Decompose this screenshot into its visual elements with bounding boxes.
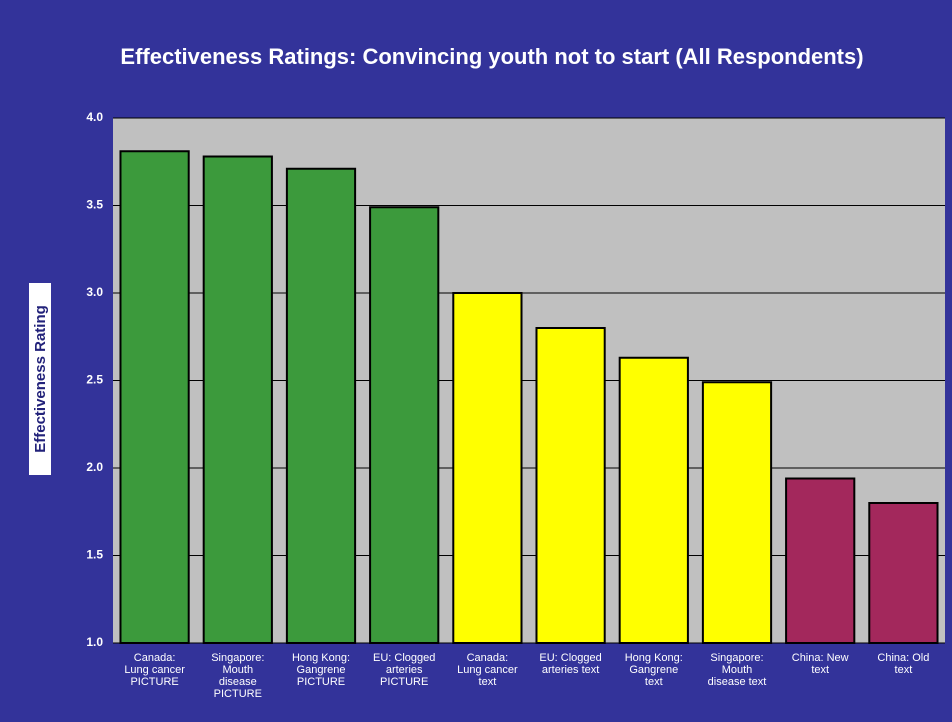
bar (618, 356, 689, 644)
bar (202, 155, 273, 644)
y-tick-label: 1.0 (86, 635, 103, 649)
x-tick-label: Hong Kong: Gangrene text (624, 652, 683, 688)
x-tick-label: China: Old text (877, 652, 930, 676)
x-tick-label: EU: Clogged arteries PICTURE (373, 652, 436, 688)
y-label-box (29, 283, 51, 475)
bar (369, 206, 440, 644)
x-tick-label: Singapore: Mouth disease PICTURE (211, 652, 265, 700)
chart-title: Effectiveness Ratings: Convincing youth … (120, 44, 863, 69)
bar (285, 167, 357, 644)
x-tick-label: EU: Clogged arteries text (539, 652, 602, 676)
x-tick-label: China: New text (791, 652, 849, 676)
x-tick-label: Hong Kong: Gangrene PICTURE (291, 652, 351, 688)
bar (452, 292, 523, 644)
bar (785, 477, 856, 644)
bar (535, 327, 606, 644)
bar (701, 381, 773, 644)
y-tick-label: 3.5 (86, 198, 103, 212)
y-tick-label: 2.0 (86, 460, 103, 474)
y-tick-label: 3.0 (86, 285, 103, 299)
y-tick-label: 4.0 (86, 110, 103, 124)
y-axis-label: Effectiveness Rating (32, 305, 49, 453)
bar (868, 502, 939, 644)
bar (119, 150, 190, 644)
x-tick-label: Canada: Lung cancer text (457, 652, 518, 688)
y-tick-label: 1.5 (86, 548, 103, 562)
x-tick-label: Canada: Lung cancer PICTURE (124, 652, 185, 688)
x-tick-label: Singapore: Mouth disease text (707, 652, 767, 688)
y-tick-label: 2.5 (86, 373, 103, 387)
